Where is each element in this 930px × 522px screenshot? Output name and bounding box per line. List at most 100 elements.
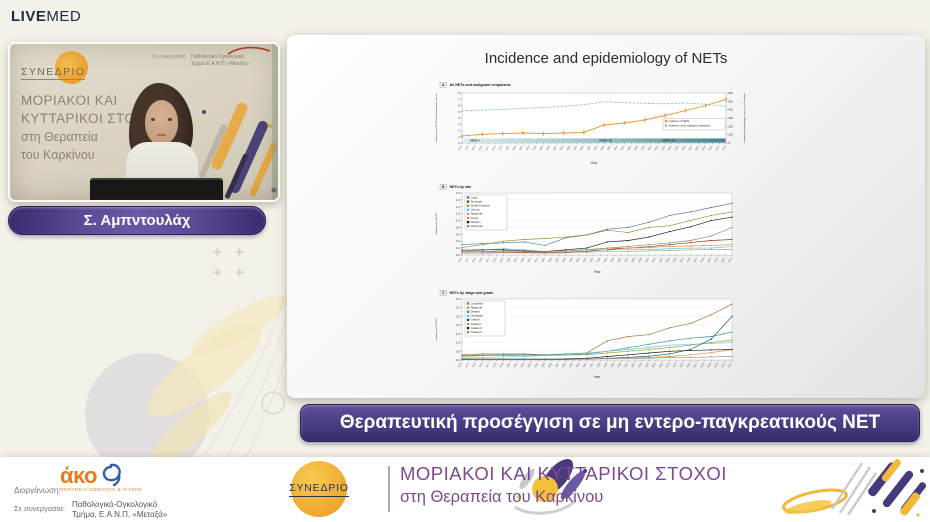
- svg-text:SEER 9: SEER 9: [470, 138, 480, 142]
- svg-text:1985: 1985: [542, 362, 547, 368]
- svg-text:1983: 1983: [528, 362, 533, 368]
- svg-text:1990: 1990: [576, 362, 581, 368]
- footer-congress-line1: ΜΟΡΙΑΚΟΙ ΚΑΙ ΚΥΤΤΑΡΙΚΟΙ ΣΤΟΧΟΙ: [400, 463, 727, 484]
- svg-text:1975: 1975: [472, 257, 477, 263]
- svg-text:Regional: Regional: [471, 305, 483, 309]
- svg-text:+: +: [213, 244, 222, 261]
- svg-text:2004: 2004: [673, 257, 678, 263]
- svg-text:1996: 1996: [618, 257, 623, 263]
- svg-text:1999: 1999: [634, 145, 639, 151]
- svg-text:1993: 1993: [594, 145, 599, 151]
- svg-text:0: 0: [728, 141, 730, 145]
- footer-congress-title: ΜΟΡΙΑΚΟΙ ΚΑΙ ΚΥΤΤΑΡΙΚΟΙ ΣΤΟΧΟΙ στη Θεραπ…: [400, 463, 727, 507]
- svg-text:1997: 1997: [625, 257, 630, 263]
- speaker-face: [145, 100, 178, 145]
- svg-text:0.0: 0.0: [456, 253, 460, 257]
- svg-text:Appendix: Appendix: [471, 212, 484, 216]
- svg-text:1977: 1977: [486, 257, 491, 263]
- svg-text:NETs by site: NETs by site: [450, 185, 472, 189]
- svg-text:(SEER 18): (SEER 18): [663, 138, 676, 142]
- svg-text:1.0: 1.0: [456, 219, 460, 223]
- svg-text:1992: 1992: [590, 257, 595, 263]
- slide-title: Incidence and epidemiology of NETs: [484, 50, 728, 67]
- svg-text:Colon: Colon: [471, 216, 479, 220]
- svg-text:2002: 2002: [659, 362, 664, 368]
- svg-text:500: 500: [728, 99, 733, 103]
- svg-text:1977: 1977: [486, 145, 491, 151]
- svg-text:1973: 1973: [458, 145, 463, 151]
- svg-text:2005: 2005: [680, 362, 685, 368]
- svg-text:Pancreas: Pancreas: [471, 224, 484, 228]
- svg-text:2011: 2011: [716, 145, 721, 151]
- poster-title-line1: ΜΟΡΙΑΚΟΙ ΚΑΙ: [21, 93, 118, 108]
- poster-feather-art: [199, 102, 278, 199]
- svg-text:1984: 1984: [535, 362, 540, 368]
- svg-text:1976: 1976: [479, 362, 484, 368]
- poster-red-swoosh: [227, 46, 271, 55]
- svg-text:Grade II: Grade II: [471, 322, 482, 326]
- svg-text:1994: 1994: [604, 257, 609, 263]
- svg-text:+: +: [213, 264, 222, 281]
- svg-text:1979: 1979: [500, 362, 505, 368]
- svg-text:1975: 1975: [472, 145, 477, 151]
- speaker-video-thumbnail[interactable]: ΣΥΝΕΔΡΙΟ Σε συνεργασία: Παθολογικό-Ογκολ…: [8, 42, 280, 202]
- svg-text:2001: 2001: [652, 362, 657, 368]
- svg-text:1995: 1995: [611, 362, 616, 368]
- akos-logo-text: άκο: [60, 463, 98, 488]
- footer-partner-line1: Παθολογικό-Ογκολογικό: [72, 500, 158, 509]
- svg-text:Year: Year: [591, 161, 599, 165]
- livemed-logo-bold: LIVE: [11, 8, 47, 25]
- svg-text:1991: 1991: [583, 362, 588, 368]
- speaker-name-badge: Σ. Αμπντουλάχ: [8, 206, 266, 235]
- svg-text:2002: 2002: [655, 145, 660, 151]
- svg-text:8: 8: [458, 91, 460, 95]
- svg-text:1989: 1989: [569, 362, 574, 368]
- svg-text:Small Intestine: Small Intestine: [471, 204, 490, 208]
- footer-congress-line2: στη Θεραπεία του Καρκίνου: [400, 488, 604, 506]
- svg-text:1980: 1980: [507, 257, 512, 263]
- svg-text:0.6: 0.6: [456, 232, 460, 236]
- svg-text:1982: 1982: [521, 362, 526, 368]
- svg-text:1974: 1974: [465, 257, 470, 263]
- livemed-logo: LIVEMED: [11, 8, 81, 25]
- svg-text:400: 400: [728, 108, 733, 112]
- poster-congress-title: ΜΟΡΙΑΚΟΙ ΚΑΙ ΚΥΤΤΑΡΙΚΟΙ ΣΤΟΧΟΙ στη Θεραπ…: [21, 92, 160, 164]
- footer-brush-art: [782, 459, 927, 517]
- svg-text:1988: 1988: [560, 145, 565, 151]
- footer-partner-line2: Τμήμα, Ε.Α.Ν.Π. «Μεταξά»: [72, 509, 168, 519]
- svg-text:1985: 1985: [540, 145, 545, 151]
- svg-text:NETs by stage and grade: NETs by stage and grade: [450, 291, 494, 295]
- svg-text:2000: 2000: [641, 145, 646, 151]
- svg-text:2007: 2007: [694, 362, 699, 368]
- svg-text:2012: 2012: [728, 257, 733, 263]
- svg-text:2008: 2008: [701, 257, 706, 263]
- footer-synedrio-label: ΣΥΝΕΔΡΙΟ: [289, 482, 349, 497]
- svg-text:C: C: [442, 291, 445, 295]
- svg-text:2006: 2006: [687, 257, 692, 263]
- svg-text:4: 4: [458, 116, 460, 120]
- footer-synedrio-circle: ΣΥΝΕΔΡΙΟ: [289, 461, 349, 517]
- video-edge-strip: [272, 44, 278, 200]
- lectern-laptop: [90, 178, 223, 200]
- svg-text:1993: 1993: [597, 257, 602, 263]
- footer-divider: [388, 466, 390, 512]
- chart-a-all-nets: A All NETs and malignant neoplasms 0 1 2 3 4 5 6…: [435, 82, 746, 165]
- svg-text:1997: 1997: [625, 362, 630, 368]
- svg-text:1996: 1996: [614, 145, 619, 151]
- poster-title-line3: στη Θεραπεία: [21, 130, 98, 144]
- svg-text:1993: 1993: [597, 362, 602, 368]
- svg-text:1986: 1986: [548, 257, 553, 263]
- svg-text:(SEER 13): (SEER 13): [599, 138, 612, 142]
- svg-text:2000: 2000: [645, 257, 650, 263]
- svg-text:1.4: 1.4: [456, 205, 460, 209]
- svg-text:2006: 2006: [687, 362, 692, 368]
- svg-text:1978: 1978: [493, 362, 498, 368]
- svg-text:Year: Year: [594, 375, 602, 379]
- svg-text:1981: 1981: [514, 362, 519, 368]
- svg-text:1994: 1994: [604, 362, 609, 368]
- svg-text:2003: 2003: [666, 257, 671, 263]
- svg-text:1973: 1973: [458, 362, 463, 368]
- svg-text:2008: 2008: [695, 145, 700, 151]
- svg-text:Incidence of NETs: Incidence of NETs: [669, 119, 690, 123]
- svg-text:1977: 1977: [486, 362, 491, 368]
